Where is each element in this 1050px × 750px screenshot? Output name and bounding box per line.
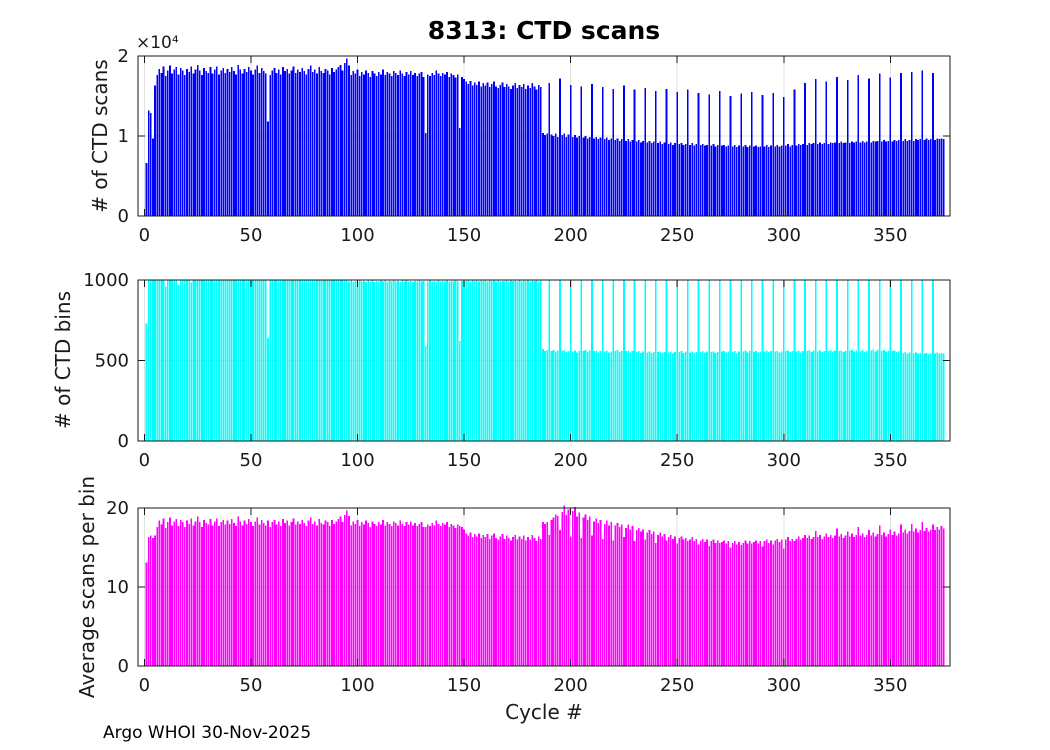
svg-text:10: 10: [106, 577, 129, 598]
svg-text:200: 200: [553, 675, 587, 696]
svg-text:200: 200: [553, 225, 587, 246]
svg-text:0: 0: [118, 206, 129, 227]
svg-text:0: 0: [139, 675, 150, 696]
svg-text:300: 300: [767, 675, 801, 696]
svg-text:250: 250: [660, 675, 694, 696]
svg-text:1: 1: [118, 126, 129, 147]
svg-text:100: 100: [340, 225, 374, 246]
svg-text:250: 250: [660, 225, 694, 246]
ylabel-ctd-bins: # of CTD bins: [51, 290, 75, 430]
svg-text:50: 50: [240, 450, 263, 471]
svg-text:100: 100: [340, 450, 374, 471]
svg-text:200: 200: [553, 450, 587, 471]
svg-text:350: 350: [873, 225, 907, 246]
svg-text:150: 150: [447, 675, 481, 696]
ylabel-ctd-scans: # of CTD scans: [88, 59, 112, 213]
svg-text:0: 0: [118, 656, 129, 677]
svg-text:150: 150: [447, 450, 481, 471]
svg-text:350: 350: [873, 675, 907, 696]
ylabel-avg-scans-per-bin: Average scans per bin: [75, 475, 99, 699]
svg-text:150: 150: [447, 225, 481, 246]
svg-text:0: 0: [139, 450, 150, 471]
svg-text:350: 350: [873, 450, 907, 471]
watermark-text: Argo WHOI 30-Nov-2025: [103, 723, 312, 743]
svg-text:0: 0: [139, 225, 150, 246]
svg-text:50: 50: [240, 225, 263, 246]
svg-text:2: 2: [118, 46, 129, 67]
svg-text:300: 300: [767, 225, 801, 246]
svg-text:20: 20: [106, 498, 129, 519]
svg-text:300: 300: [767, 450, 801, 471]
svg-text:500: 500: [95, 351, 129, 372]
svg-text:0: 0: [118, 431, 129, 452]
xlabel-cycle: Cycle #: [505, 700, 583, 724]
chart-title: 8313: CTD scans: [427, 16, 661, 45]
svg-text:50: 50: [240, 675, 263, 696]
svg-text:100: 100: [340, 675, 374, 696]
avg-scans-chart: 0 50 100 150 200 250 300 350 0 10 20: [106, 498, 951, 696]
svg-text:250: 250: [660, 450, 694, 471]
